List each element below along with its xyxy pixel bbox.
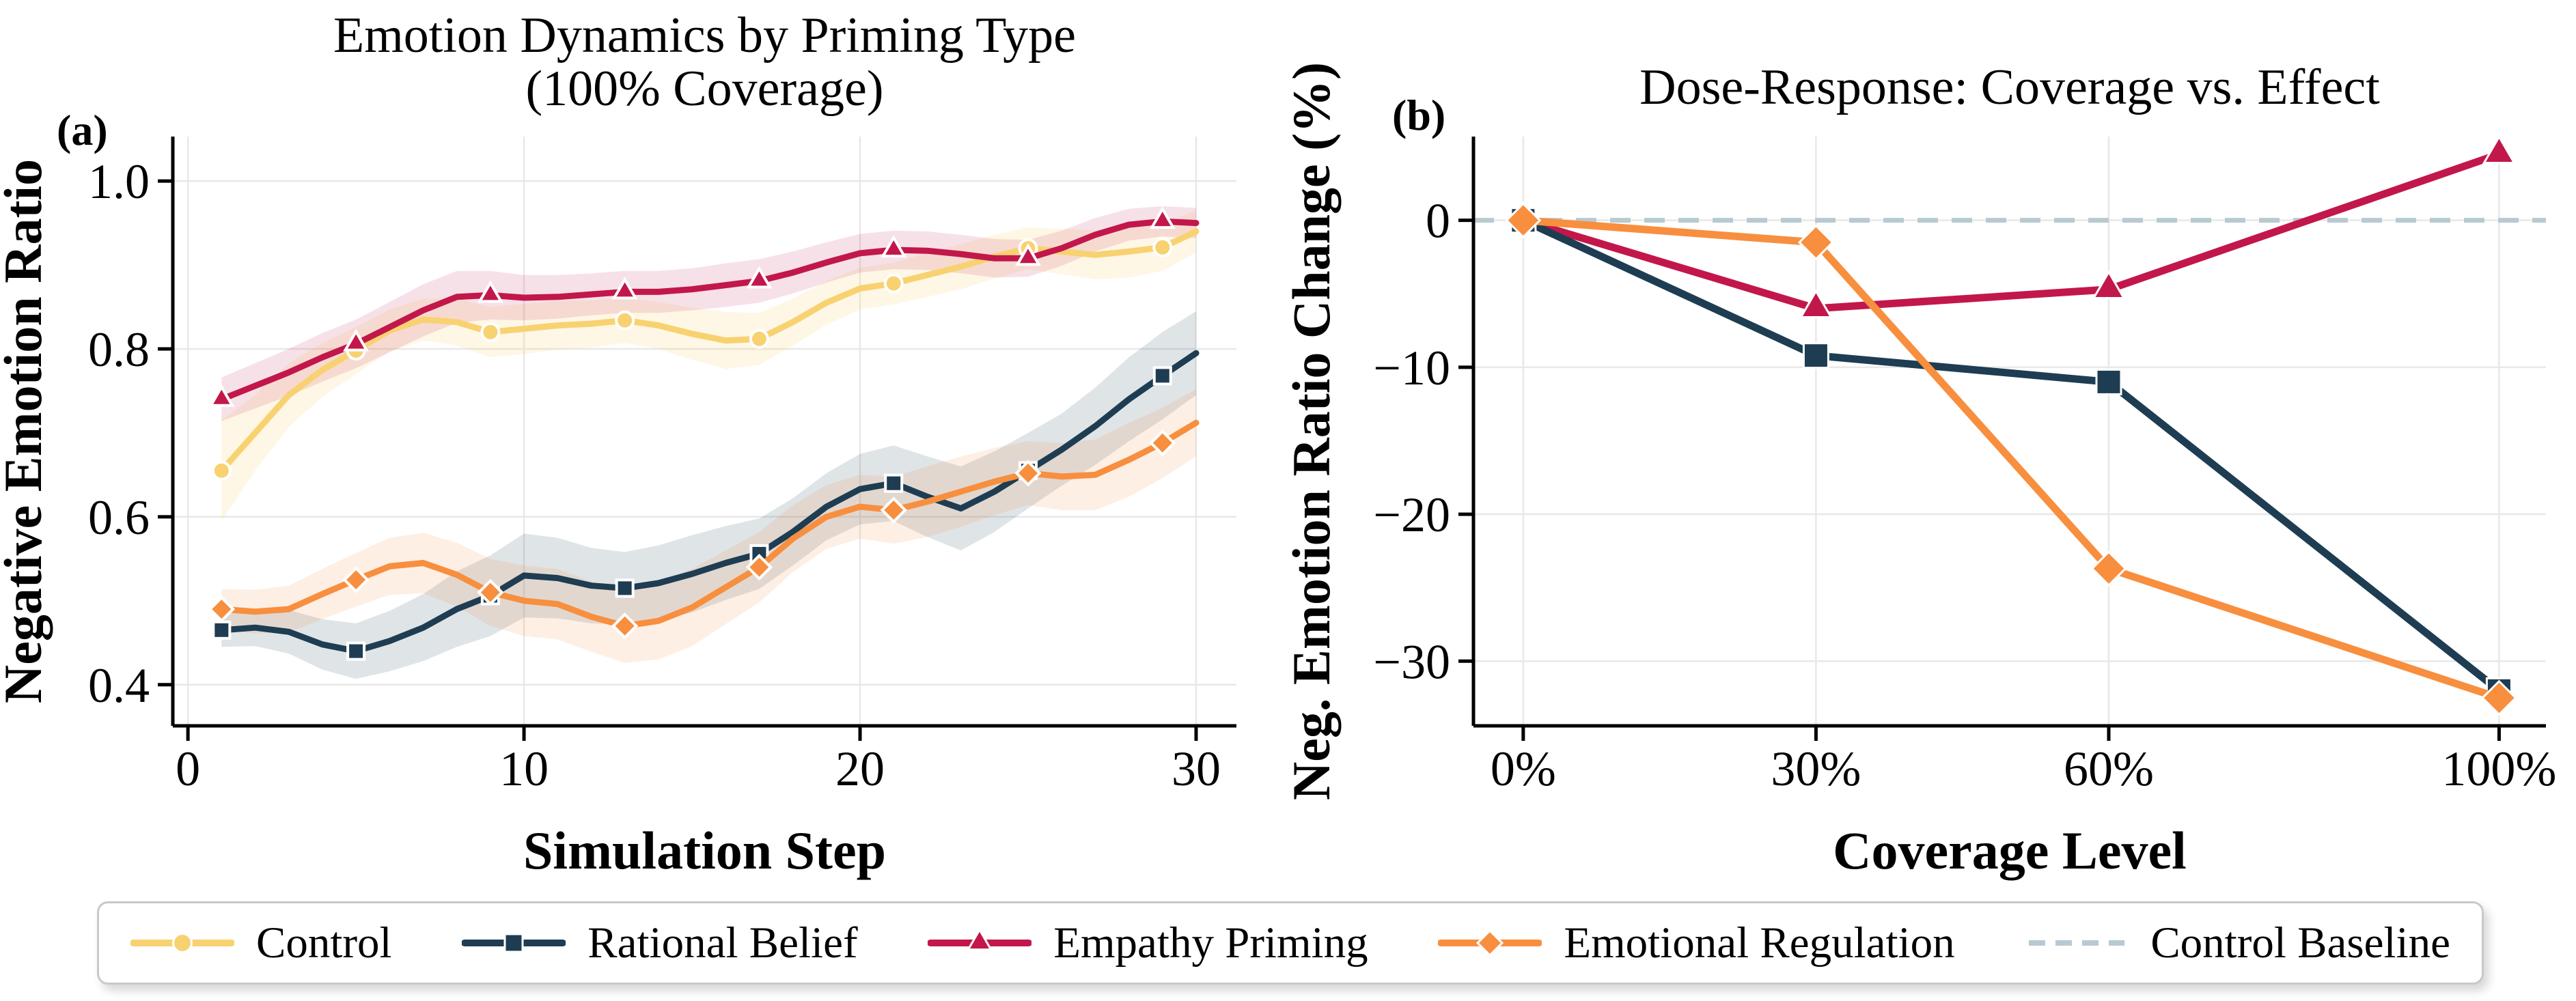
rational-belief-line-swatch [462, 933, 566, 953]
y-tick-label: 0.8 [88, 322, 150, 377]
legend-item-emotional-regulation: Emotional Regulation [1438, 918, 1955, 969]
diamond-legend-marker [1476, 929, 1504, 957]
diamond-marker [342, 566, 370, 593]
y-tick-label: 0.4 [88, 658, 150, 713]
legend: Control Rational Belief Empathy Priming … [97, 901, 2484, 985]
circle-marker [480, 322, 501, 342]
diamond-marker [1014, 460, 1042, 487]
axis-ticks: 0% 30% 60% 100% 0 −10 −20 −30 [1373, 194, 2556, 796]
square-marker [346, 641, 366, 661]
series-line [1519, 216, 2503, 694]
triangle-marker [746, 266, 773, 289]
diamond-marker [1797, 224, 1834, 261]
x-tick-label: 30% [1771, 742, 1861, 796]
series-line [1519, 216, 2503, 702]
triangle-marker [477, 280, 503, 303]
panel-letter: (b) [1392, 91, 1445, 139]
series-emotional-regulation [208, 419, 1200, 640]
diamond-marker [611, 612, 639, 640]
square-marker [615, 578, 635, 598]
y-tick-label: −30 [1373, 634, 1450, 689]
emotional-regulation-line-swatch [1438, 929, 1542, 957]
diamond-marker [2480, 679, 2517, 716]
triangle-marker [881, 234, 907, 257]
panel-b-chart: 0% 30% 60% 100% 0 −10 −20 −30 Dose-Response: Cov… [1284, 59, 2556, 880]
legend-item-control-baseline: Control Baseline [2025, 918, 2450, 969]
panel-letter: (a) [57, 106, 108, 154]
circle-marker [615, 310, 635, 330]
y-tick-label: 0 [1426, 194, 1450, 249]
series-empathy-priming [208, 206, 1200, 407]
x-axis-label: Simulation Step [523, 821, 886, 880]
legend-label-control: Control [256, 918, 392, 968]
x-tick-label: 20 [835, 742, 885, 796]
band-rational-belief [221, 311, 1196, 679]
diamond-marker [2090, 550, 2127, 587]
panel-title: (100% Coverage) [526, 61, 884, 117]
x-tick-label: 10 [499, 742, 549, 796]
legend-label-emotional-regulation: Emotional Regulation [1564, 918, 1955, 968]
y-tick-label: −20 [1373, 488, 1450, 542]
circle-marker [749, 328, 769, 349]
triangle-marker [343, 328, 370, 352]
triangle-marker [2092, 270, 2126, 300]
triangle-marker [611, 277, 638, 300]
square-legend-marker [503, 933, 524, 953]
square-marker [2095, 368, 2122, 395]
x-tick-label: 0% [1491, 742, 1556, 796]
y-axis-label: Negative Emotion Ratio [0, 159, 53, 703]
triangle-marker [1799, 289, 1833, 319]
x-tick-label: 0 [176, 742, 200, 796]
legend-item-rational-belief: Rational Belief [462, 918, 858, 969]
band-emotional-regulation [221, 389, 1196, 663]
legend-item-empathy-priming: Empathy Priming [928, 918, 1368, 969]
band-control [221, 210, 1196, 521]
y-tick-label: 1.0 [88, 154, 150, 209]
empathy-priming-line-swatch [928, 927, 1032, 951]
axis-ticks: 0 10 20 30 0.4 0.6 0.8 1.0 [88, 154, 1221, 796]
control-line-swatch [130, 933, 234, 953]
legend-label-rational-belief: Rational Belief [587, 918, 858, 968]
legend-item-control: Control [130, 918, 392, 969]
x-tick-label: 30 [1172, 742, 1221, 796]
triangle-marker [208, 384, 235, 407]
y-axis-label: Neg. Emotion Ratio Change (%) [1284, 62, 1341, 800]
circle-marker [211, 460, 232, 481]
series-emotional-regulation [1505, 202, 2517, 716]
panel-a-chart: 0 10 20 30 0.4 0.6 0.8 1.0 Emotion Dynamics by P… [0, 8, 1236, 880]
x-axis-label: Coverage Level [1833, 821, 2187, 880]
x-tick-label: 60% [2064, 742, 2154, 796]
triangle-legend-marker [967, 927, 993, 951]
legend-label-empathy-priming: Empathy Priming [1053, 918, 1368, 968]
diamond-marker [477, 578, 504, 606]
diamond-marker [880, 496, 907, 524]
diamond-marker [208, 595, 235, 623]
circle-legend-marker [172, 933, 193, 953]
triangle-marker [1014, 243, 1042, 266]
circle-marker [1152, 237, 1173, 257]
diamond-marker [745, 554, 773, 581]
triangle-marker [1149, 206, 1176, 229]
square-marker [1802, 342, 1829, 369]
x-tick-label: 100% [2441, 742, 2556, 796]
square-marker [884, 473, 904, 493]
diamond-marker [1149, 429, 1176, 457]
panel-title: Emotion Dynamics by Priming Type [333, 8, 1076, 64]
triangle-marker [2482, 135, 2517, 165]
confidence-bands [221, 206, 1196, 679]
circle-marker [883, 273, 904, 294]
band-empathy-priming [221, 206, 1196, 421]
control-baseline-dashed-swatch [2029, 940, 2125, 946]
legend-label-control-baseline: Control Baseline [2150, 918, 2450, 968]
square-marker [1152, 366, 1172, 386]
series-line [1519, 150, 2503, 313]
diamond-marker [1505, 202, 1542, 239]
y-tick-label: 0.6 [88, 490, 150, 545]
y-tick-label: −10 [1373, 341, 1450, 395]
square-marker [212, 620, 232, 640]
panel-title: Dose-Response: Coverage vs. Effect [1639, 59, 2380, 115]
